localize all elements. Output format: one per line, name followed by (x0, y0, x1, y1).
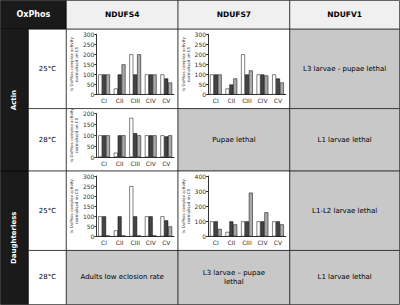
svg-text:CV: CV (274, 97, 283, 104)
svg-text:L3 larvae - pupae lethal: L3 larvae - pupae lethal (303, 65, 386, 73)
svg-text:0: 0 (91, 233, 95, 240)
svg-text:50: 50 (87, 143, 95, 150)
svg-text:Actin: Actin (10, 90, 18, 110)
svg-text:CI: CI (101, 239, 107, 246)
svg-text:100: 100 (83, 71, 95, 78)
svg-text:% OxPhos complex activity: % OxPhos complex activity (69, 179, 74, 234)
svg-text:300: 300 (195, 31, 207, 38)
svg-text:CIII: CIII (130, 239, 140, 246)
svg-text:CI: CI (213, 239, 219, 246)
svg-text:L1 larvae lethal: L1 larvae lethal (317, 136, 371, 144)
svg-text:L3 larvae – pupae: L3 larvae – pupae (203, 269, 265, 277)
svg-text:28°C: 28°C (39, 136, 56, 144)
svg-text:CII: CII (228, 239, 236, 246)
svg-text:250: 250 (195, 41, 207, 48)
svg-text:CIV: CIV (146, 239, 157, 246)
svg-text:CI: CI (213, 97, 219, 104)
svg-text:CIII: CIII (242, 97, 252, 104)
svg-text:normalised on CS: normalised on CS (74, 117, 79, 153)
svg-text:CII: CII (228, 97, 236, 104)
svg-text:normalised on CS: normalised on CS (74, 46, 79, 82)
svg-text:CI: CI (101, 160, 107, 167)
svg-text:CIII: CIII (130, 97, 140, 104)
svg-text:250: 250 (83, 183, 95, 190)
svg-text:25°C: 25°C (39, 65, 56, 73)
svg-text:% OxPhos complex activity: % OxPhos complex activity (69, 108, 74, 163)
svg-text:CV: CV (274, 239, 283, 246)
svg-text:NDUFV1: NDUFV1 (327, 10, 362, 19)
svg-text:150: 150 (195, 61, 207, 68)
svg-text:NDUFS4: NDUFS4 (105, 10, 139, 19)
svg-text:CIV: CIV (257, 239, 268, 246)
svg-text:CV: CV (162, 160, 171, 167)
svg-text:lethal: lethal (224, 278, 244, 286)
svg-text:200: 200 (195, 203, 207, 210)
svg-text:200: 200 (195, 51, 207, 58)
svg-text:400: 400 (195, 173, 207, 180)
svg-text:Daughterless: Daughterless (10, 212, 18, 265)
svg-text:100: 100 (195, 71, 207, 78)
svg-text:0: 0 (202, 233, 206, 240)
svg-text:normalised on CS: normalised on CS (186, 188, 191, 224)
svg-text:300: 300 (83, 173, 95, 180)
svg-text:100: 100 (83, 213, 95, 220)
svg-text:% OxPhos complex activity: % OxPhos complex activity (180, 37, 186, 92)
svg-text:normalised on CS: normalised on CS (186, 46, 191, 82)
svg-text:200: 200 (83, 193, 95, 200)
svg-text:Adults low eclosion rate: Adults low eclosion rate (80, 273, 163, 281)
svg-text:OxPhos: OxPhos (17, 10, 51, 19)
svg-text:CII: CII (116, 160, 124, 167)
svg-text:150: 150 (83, 121, 95, 128)
svg-text:50: 50 (87, 223, 95, 230)
svg-text:100: 100 (83, 132, 95, 139)
svg-text:CIV: CIV (146, 97, 157, 104)
svg-text:300: 300 (83, 31, 95, 38)
svg-text:CII: CII (116, 97, 124, 104)
svg-text:L1 larvae lethal: L1 larvae lethal (317, 273, 371, 281)
svg-text:Pupae lethal: Pupae lethal (212, 136, 256, 144)
svg-text:200: 200 (83, 110, 95, 117)
svg-text:50: 50 (198, 81, 206, 88)
svg-text:150: 150 (83, 203, 95, 210)
svg-text:CIV: CIV (146, 160, 157, 167)
svg-text:300: 300 (195, 188, 207, 195)
svg-text:CIII: CIII (242, 239, 252, 246)
svg-text:NDUFS7: NDUFS7 (217, 10, 251, 19)
svg-text:50: 50 (87, 81, 95, 88)
svg-text:CV: CV (162, 239, 171, 246)
svg-text:% OxPhos complex activity: % OxPhos complex activity (180, 179, 186, 234)
svg-text:250: 250 (83, 41, 95, 48)
svg-text:L1-L2 larvae lethal: L1-L2 larvae lethal (312, 207, 377, 215)
svg-text:CIII: CIII (130, 160, 140, 167)
svg-text:150: 150 (83, 61, 95, 68)
svg-text:normalised on CS: normalised on CS (74, 188, 79, 224)
svg-text:% OxPhos complex activity: % OxPhos complex activity (69, 37, 74, 92)
svg-text:25°C: 25°C (39, 207, 56, 215)
svg-text:28°C: 28°C (39, 273, 56, 281)
svg-text:0: 0 (91, 154, 95, 161)
svg-text:CV: CV (162, 97, 171, 104)
svg-text:CIV: CIV (257, 97, 268, 104)
svg-text:0: 0 (202, 91, 206, 98)
svg-text:CII: CII (116, 239, 124, 246)
svg-text:100: 100 (195, 218, 207, 225)
svg-text:CI: CI (101, 97, 107, 104)
svg-text:200: 200 (83, 51, 95, 58)
svg-text:0: 0 (91, 91, 95, 98)
